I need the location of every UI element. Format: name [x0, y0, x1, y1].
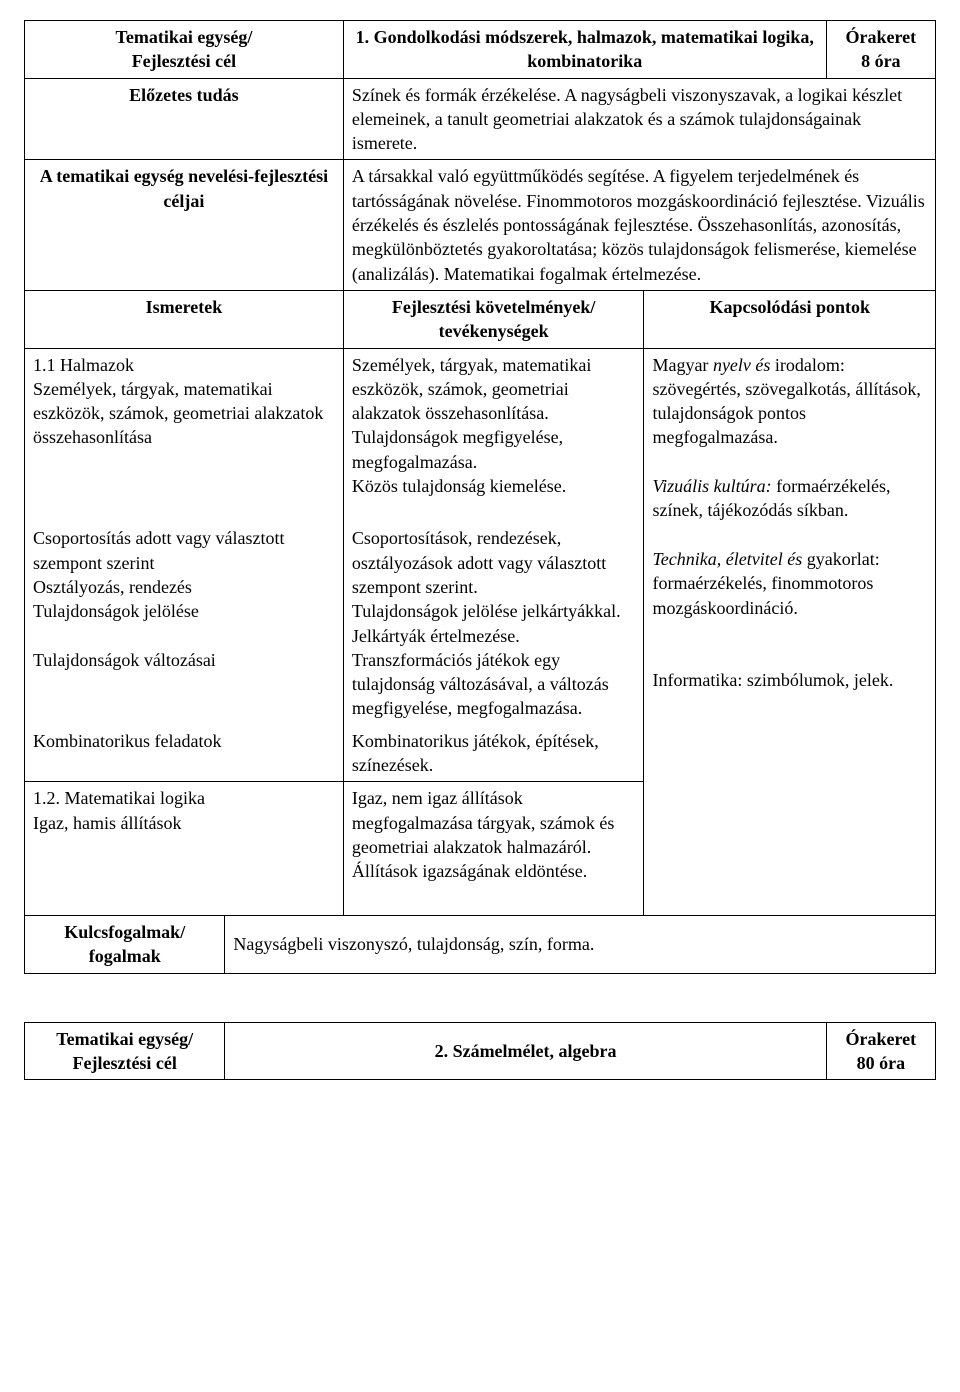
ismeretek-cell: 1.1 HalmazokSzemélyek, tárgyak, matemati…: [25, 348, 344, 502]
key-label: Kulcsfogalmak/fogalmak: [25, 916, 225, 974]
kp-text: Magyar: [652, 355, 712, 375]
unit-title: 2. Számelmélet, algebra: [225, 1022, 826, 1080]
kp-text: szimbólumok, jelek.: [742, 670, 893, 690]
ismeretek-cell: Csoportosítás adott vagy választott szem…: [25, 502, 344, 724]
col-fejlesztesi: Fejlesztési követelmények/tevékenységek: [343, 290, 644, 348]
kp-text: gyakorlat:: [802, 549, 879, 569]
unit-table-1: Tematikai egység/Fejlesztési cél 1. Gond…: [24, 20, 936, 974]
prior-label: Előzetes tudás: [25, 78, 344, 160]
kapcsolodasi-cell: Magyar nyelv és irodalom: szövegértés, s…: [644, 348, 936, 915]
prior-text: Színek és formák érzékelése. A nagyságbe…: [343, 78, 935, 160]
empty-cell: [343, 888, 644, 916]
fejlesztesi-cell: Személyek, tárgyak, matematikai eszközök…: [343, 348, 644, 502]
unit-label: Tematikai egység/Fejlesztési cél: [25, 1022, 225, 1080]
col-kapcsolodasi: Kapcsolódási pontok: [644, 290, 936, 348]
hours-label: Órakeret8 óra: [826, 21, 935, 79]
header-row: Tematikai egység/Fejlesztési cél 2. Szám…: [25, 1022, 936, 1080]
hours-label: Órakeret80 óra: [826, 1022, 935, 1080]
prior-row: Előzetes tudás Színek és formák érzékelé…: [25, 78, 936, 160]
kp-text: szövegértés, szövegalkotás, állítások, t…: [652, 379, 920, 448]
ismeretek-cell: 1.2. Matematikai logikaIgaz, hamis állít…: [25, 782, 344, 888]
unit-title: 1. Gondolkodási módszerek, halmazok, mat…: [343, 21, 826, 79]
goals-row: A tematikai egység nevelési-fejlesztési …: [25, 160, 936, 290]
unit-table-2: Tematikai egység/Fejlesztési cél 2. Szám…: [24, 1022, 936, 1081]
header-row: Tematikai egység/Fejlesztési cél 1. Gond…: [25, 21, 936, 79]
kp-text: Informatika:: [652, 670, 742, 690]
fejlesztesi-cell: Kombinatorikus játékok, építések, színez…: [343, 725, 644, 782]
unit-label: Tematikai egység/Fejlesztési cél: [25, 21, 344, 79]
goals-label: A tematikai egység nevelési-fejlesztési …: [25, 160, 344, 290]
key-text: Nagyságbeli viszonyszó, tulajdonság, szí…: [225, 916, 936, 974]
col-ismeretek: Ismeretek: [25, 290, 344, 348]
table-row: 1.1 HalmazokSzemélyek, tárgyak, matemati…: [25, 348, 936, 502]
kp-text: irodalom:: [770, 355, 845, 375]
kp-text: Vizuális kultúra:: [652, 476, 771, 496]
ismeretek-cell: Kombinatorikus feladatok: [25, 725, 344, 782]
kp-text: formaérzékelés, finommotoros mozgáskoord…: [652, 573, 873, 617]
fejlesztesi-cell: Csoportosítások, rendezések, osztályozás…: [343, 502, 644, 724]
key-row: Kulcsfogalmak/fogalmak Nagyságbeli viszo…: [25, 916, 936, 974]
fejlesztesi-cell: Igaz, nem igaz állítások megfogalmazása …: [343, 782, 644, 888]
goals-text: A társakkal való együttműködés segítése.…: [343, 160, 935, 290]
kp-text: Technika, életvitel és: [652, 549, 802, 569]
empty-cell: [25, 888, 344, 916]
subheader-row: Ismeretek Fejlesztési követelmények/tevé…: [25, 290, 936, 348]
kp-text: nyelv és: [713, 355, 770, 375]
